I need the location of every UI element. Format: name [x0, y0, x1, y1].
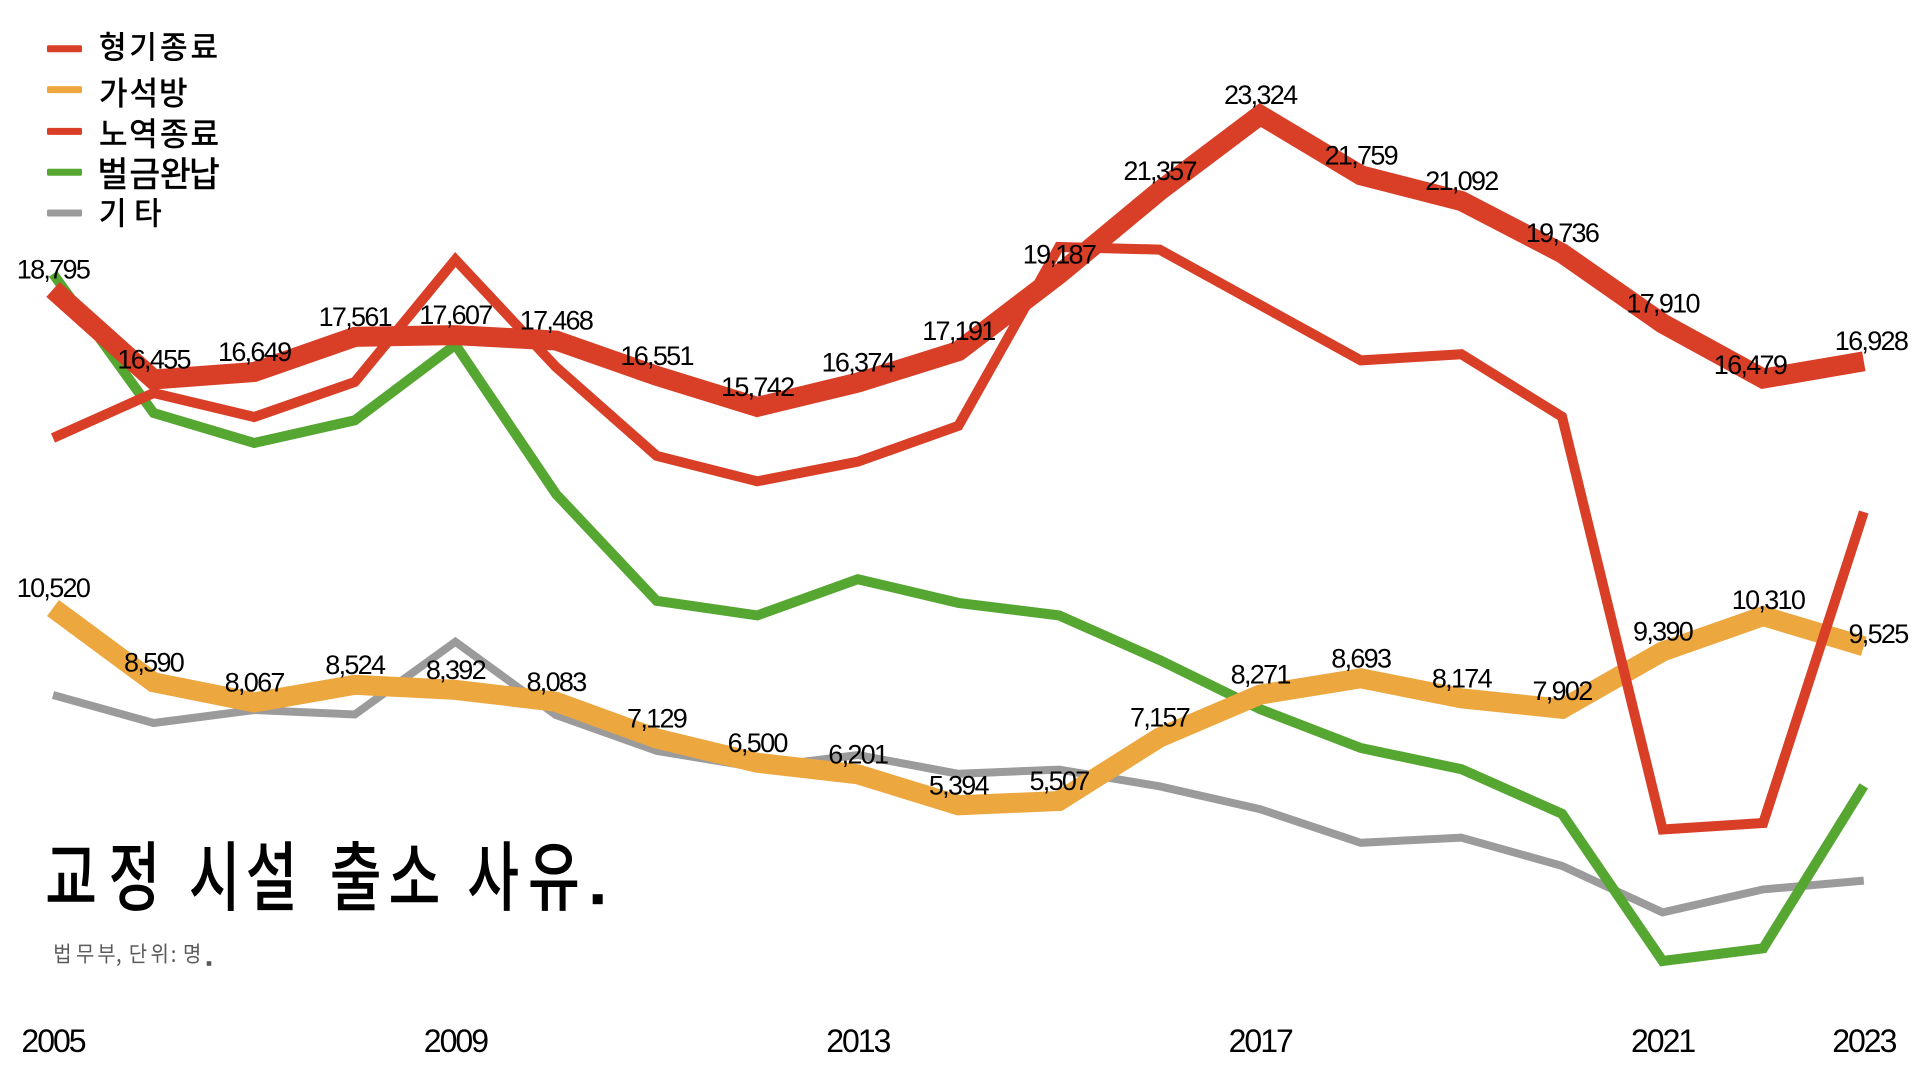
svg-text:17,191: 17,191 — [922, 316, 995, 346]
svg-text:8,392: 8,392 — [426, 655, 486, 685]
svg-text:19,187: 19,187 — [1023, 239, 1096, 269]
svg-text:8,590: 8,590 — [124, 647, 184, 677]
svg-text:5,507: 5,507 — [1029, 766, 1089, 796]
svg-text:7,129: 7,129 — [627, 704, 687, 734]
svg-text:10,310: 10,310 — [1732, 585, 1805, 615]
svg-text:16,479: 16,479 — [1714, 350, 1787, 380]
svg-text:9,390: 9,390 — [1633, 617, 1693, 647]
svg-text:7,902: 7,902 — [1532, 676, 1592, 706]
svg-text:8,067: 8,067 — [225, 667, 285, 697]
svg-text:15,742: 15,742 — [721, 372, 794, 402]
svg-text:10,520: 10,520 — [17, 573, 90, 603]
svg-text:8,524: 8,524 — [325, 650, 386, 680]
svg-text:2017: 2017 — [1229, 1023, 1293, 1059]
svg-text:21,759: 21,759 — [1325, 140, 1398, 170]
svg-text:2021: 2021 — [1631, 1023, 1695, 1059]
svg-text:2013: 2013 — [826, 1023, 890, 1059]
svg-text:21,092: 21,092 — [1425, 166, 1498, 196]
svg-text:5,394: 5,394 — [929, 770, 990, 800]
svg-text:6,201: 6,201 — [828, 739, 888, 769]
svg-text:8,083: 8,083 — [526, 667, 586, 697]
svg-text:8,693: 8,693 — [1331, 643, 1391, 673]
svg-text:16,551: 16,551 — [620, 341, 693, 371]
svg-text:2009: 2009 — [424, 1023, 488, 1059]
svg-text:23,324: 23,324 — [1224, 80, 1298, 110]
svg-text:7,157: 7,157 — [1130, 703, 1190, 733]
svg-text:16,374: 16,374 — [822, 348, 896, 378]
svg-text:18,795: 18,795 — [17, 254, 90, 284]
svg-text:16,455: 16,455 — [117, 345, 190, 375]
svg-text:8,271: 8,271 — [1231, 660, 1291, 690]
svg-text:8,174: 8,174 — [1432, 663, 1493, 693]
svg-text:21,357: 21,357 — [1123, 156, 1196, 186]
svg-text:19,736: 19,736 — [1526, 218, 1599, 248]
svg-text:2023: 2023 — [1832, 1023, 1896, 1059]
svg-text:16,928: 16,928 — [1835, 326, 1908, 356]
svg-text:17,910: 17,910 — [1626, 289, 1699, 319]
svg-text:9,525: 9,525 — [1848, 619, 1908, 649]
svg-text:2005: 2005 — [21, 1023, 85, 1059]
svg-text:17,607: 17,607 — [419, 300, 492, 330]
svg-text:16,649: 16,649 — [218, 337, 291, 367]
svg-text:17,468: 17,468 — [520, 306, 593, 336]
svg-text:6,500: 6,500 — [728, 728, 788, 758]
svg-text:17,561: 17,561 — [319, 302, 392, 332]
